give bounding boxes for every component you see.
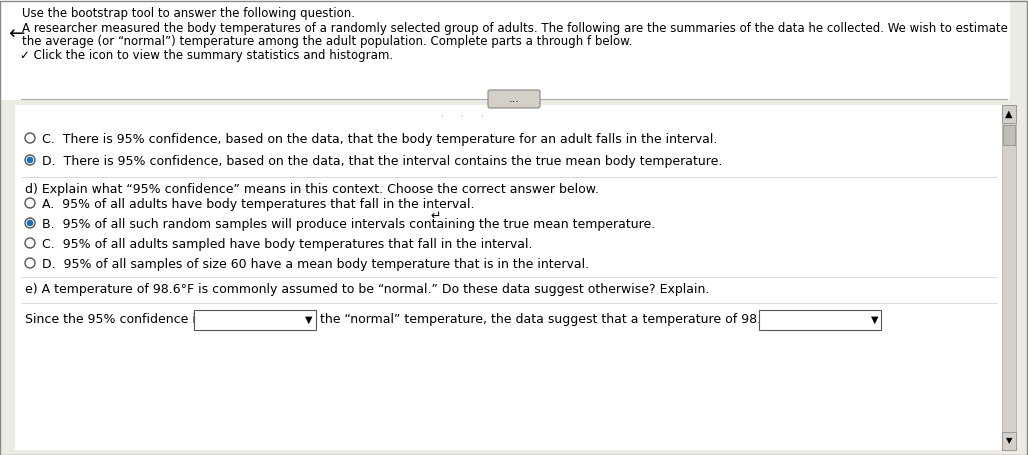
Text: the “normal” temperature, the data suggest that a temperature of 98.6°F is: the “normal” temperature, the data sugge… <box>320 313 797 326</box>
Text: A.  95% of all adults have body temperatures that fall in the interval.: A. 95% of all adults have body temperatu… <box>42 198 475 211</box>
Circle shape <box>25 133 35 143</box>
Text: B.  95% of all such random samples will produce intervals containing the true me: B. 95% of all such random samples will p… <box>42 218 655 231</box>
Text: Use the bootstrap tool to answer the following question.: Use the bootstrap tool to answer the fol… <box>22 7 355 20</box>
FancyBboxPatch shape <box>759 310 881 330</box>
Text: D.  95% of all samples of size 60 have a mean body temperature that is in the in: D. 95% of all samples of size 60 have a … <box>42 258 589 271</box>
Text: ↵: ↵ <box>430 210 441 223</box>
Text: ▼: ▼ <box>304 315 313 325</box>
Text: ▼: ▼ <box>871 315 878 325</box>
FancyBboxPatch shape <box>1002 432 1016 450</box>
FancyBboxPatch shape <box>1003 125 1015 145</box>
FancyBboxPatch shape <box>194 310 316 330</box>
Circle shape <box>27 157 33 163</box>
FancyBboxPatch shape <box>1002 105 1016 450</box>
Text: ✓ Click the icon to view the summary statistics and histogram.: ✓ Click the icon to view the summary sta… <box>20 49 393 62</box>
Text: ▲: ▲ <box>1005 109 1013 119</box>
Text: C.  There is 95% confidence, based on the data, that the body temperature for an: C. There is 95% confidence, based on the… <box>42 133 718 146</box>
Text: ←: ← <box>8 25 25 44</box>
Circle shape <box>25 238 35 248</box>
Text: d) Explain what “95% confidence” means in this context. Choose the correct answe: d) Explain what “95% confidence” means i… <box>25 183 599 196</box>
Text: ': ' <box>460 115 463 124</box>
Circle shape <box>25 155 35 165</box>
Circle shape <box>25 258 35 268</box>
Text: D.  There is 95% confidence, based on the data, that the interval contains the t: D. There is 95% confidence, based on the… <box>42 155 723 168</box>
Text: ': ' <box>440 115 442 124</box>
FancyBboxPatch shape <box>15 105 1005 450</box>
Circle shape <box>25 218 35 228</box>
Text: C.  95% of all adults sampled have body temperatures that fall in the interval.: C. 95% of all adults sampled have body t… <box>42 238 533 251</box>
FancyBboxPatch shape <box>0 0 1009 100</box>
Text: e) A temperature of 98.6°F is commonly assumed to be “normal.” Do these data sug: e) A temperature of 98.6°F is commonly a… <box>25 283 709 296</box>
Text: ': ' <box>480 115 482 124</box>
Text: A researcher measured the body temperatures of a randomly selected group of adul: A researcher measured the body temperatu… <box>22 22 1007 35</box>
Circle shape <box>27 220 33 226</box>
Text: Since the 95% confidence interval: Since the 95% confidence interval <box>25 313 241 326</box>
Circle shape <box>25 198 35 208</box>
FancyBboxPatch shape <box>488 90 540 108</box>
FancyBboxPatch shape <box>1002 105 1016 123</box>
Text: the average (or “normal”) temperature among the adult population. Complete parts: the average (or “normal”) temperature am… <box>22 35 632 48</box>
Text: ...: ... <box>509 94 519 104</box>
Text: ▼: ▼ <box>1005 436 1013 445</box>
